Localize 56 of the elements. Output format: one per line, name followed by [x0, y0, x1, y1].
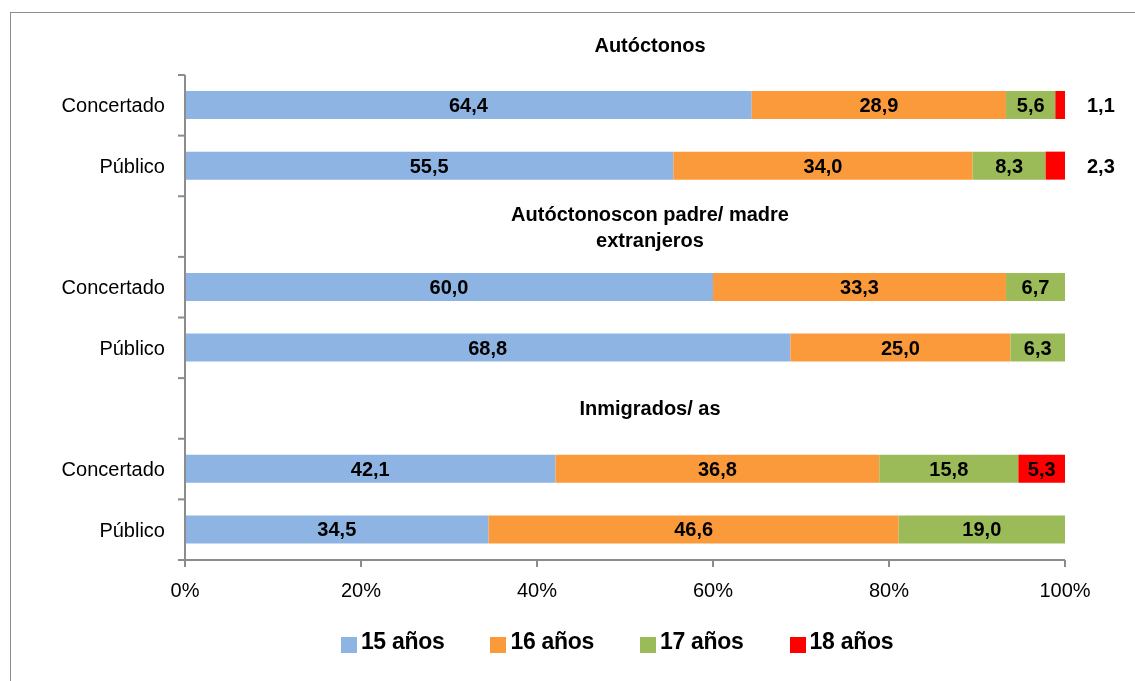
x-tick-label: 40%	[516, 579, 558, 602]
data-label: 2,3	[1087, 154, 1115, 177]
data-label: 19,0	[962, 518, 1002, 541]
bar	[673, 151, 973, 180]
bar	[185, 454, 556, 483]
bar	[185, 151, 674, 180]
y-tick-label: Concertado	[61, 94, 165, 117]
bar	[185, 91, 752, 119]
data-label: 36,8	[697, 457, 737, 480]
y-tick-label: Público	[99, 336, 165, 359]
data-label: 33,3	[840, 275, 879, 298]
text: Autóctonos	[593, 33, 707, 58]
y-tick-label: Público	[99, 154, 165, 177]
data-label: 6,3	[1023, 336, 1052, 359]
data-label: 5,3	[1027, 457, 1056, 480]
data-label: 46,6	[674, 518, 714, 541]
bar	[488, 515, 899, 544]
x-tick-label: 80%	[868, 579, 910, 602]
legend-label: 15 años	[360, 628, 445, 654]
legend-label: 18 años	[809, 628, 894, 654]
data-label: 25,0	[880, 336, 920, 359]
data-label: 68,8	[468, 336, 508, 359]
x-tick-label: 100%	[1039, 579, 1091, 602]
data-label: 64,4	[448, 94, 489, 116]
bar	[185, 272, 713, 301]
data-label: 55,5	[409, 154, 449, 177]
data-label: 34,5	[317, 518, 357, 541]
data-label: 1,1	[1087, 94, 1115, 116]
x-tick-label: 60%	[692, 579, 734, 602]
legend-label: 16 años	[510, 628, 594, 654]
bar	[713, 272, 1007, 301]
bar	[185, 333, 791, 362]
legend-label: 17 años	[660, 628, 744, 654]
annotation: Autóctonoscon padre/ madre extranjeros	[510, 201, 790, 253]
bar	[1055, 91, 1065, 119]
bar	[879, 454, 1019, 483]
x-tick-label: 0%	[170, 579, 200, 602]
data-label: 60,0	[429, 275, 469, 298]
data-label: 42,1	[350, 457, 390, 480]
data-label: 6,7	[1021, 275, 1050, 298]
data-label: 15,8	[929, 457, 969, 480]
y-tick-label: Público	[99, 518, 165, 541]
bar	[1045, 151, 1065, 180]
bar	[790, 333, 1011, 362]
annotation: Inmigrados/ as	[578, 396, 722, 422]
bar	[555, 454, 880, 483]
x-tick-label: 20%	[340, 579, 382, 602]
data-label: 5,6	[1016, 94, 1045, 116]
y-tick-label: Concertado	[61, 276, 165, 299]
y-tick-label: Concertado	[61, 458, 165, 481]
bar	[898, 515, 1065, 544]
data-label: 28,9	[859, 94, 899, 116]
data-label: 8,3	[995, 154, 1024, 177]
bar	[751, 91, 1007, 119]
bar	[185, 515, 489, 544]
data-label: 34,0	[803, 154, 843, 177]
